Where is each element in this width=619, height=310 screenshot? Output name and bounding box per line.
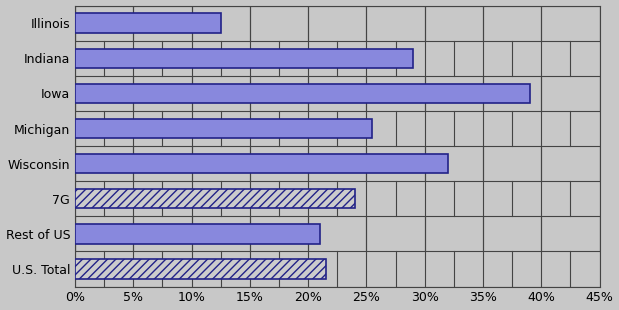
Bar xyxy=(75,49,413,68)
Bar xyxy=(75,224,320,244)
Bar xyxy=(75,189,355,208)
Bar xyxy=(75,84,530,103)
Bar xyxy=(75,154,448,173)
Bar xyxy=(75,259,326,279)
Bar xyxy=(75,13,221,33)
Bar xyxy=(75,119,372,138)
